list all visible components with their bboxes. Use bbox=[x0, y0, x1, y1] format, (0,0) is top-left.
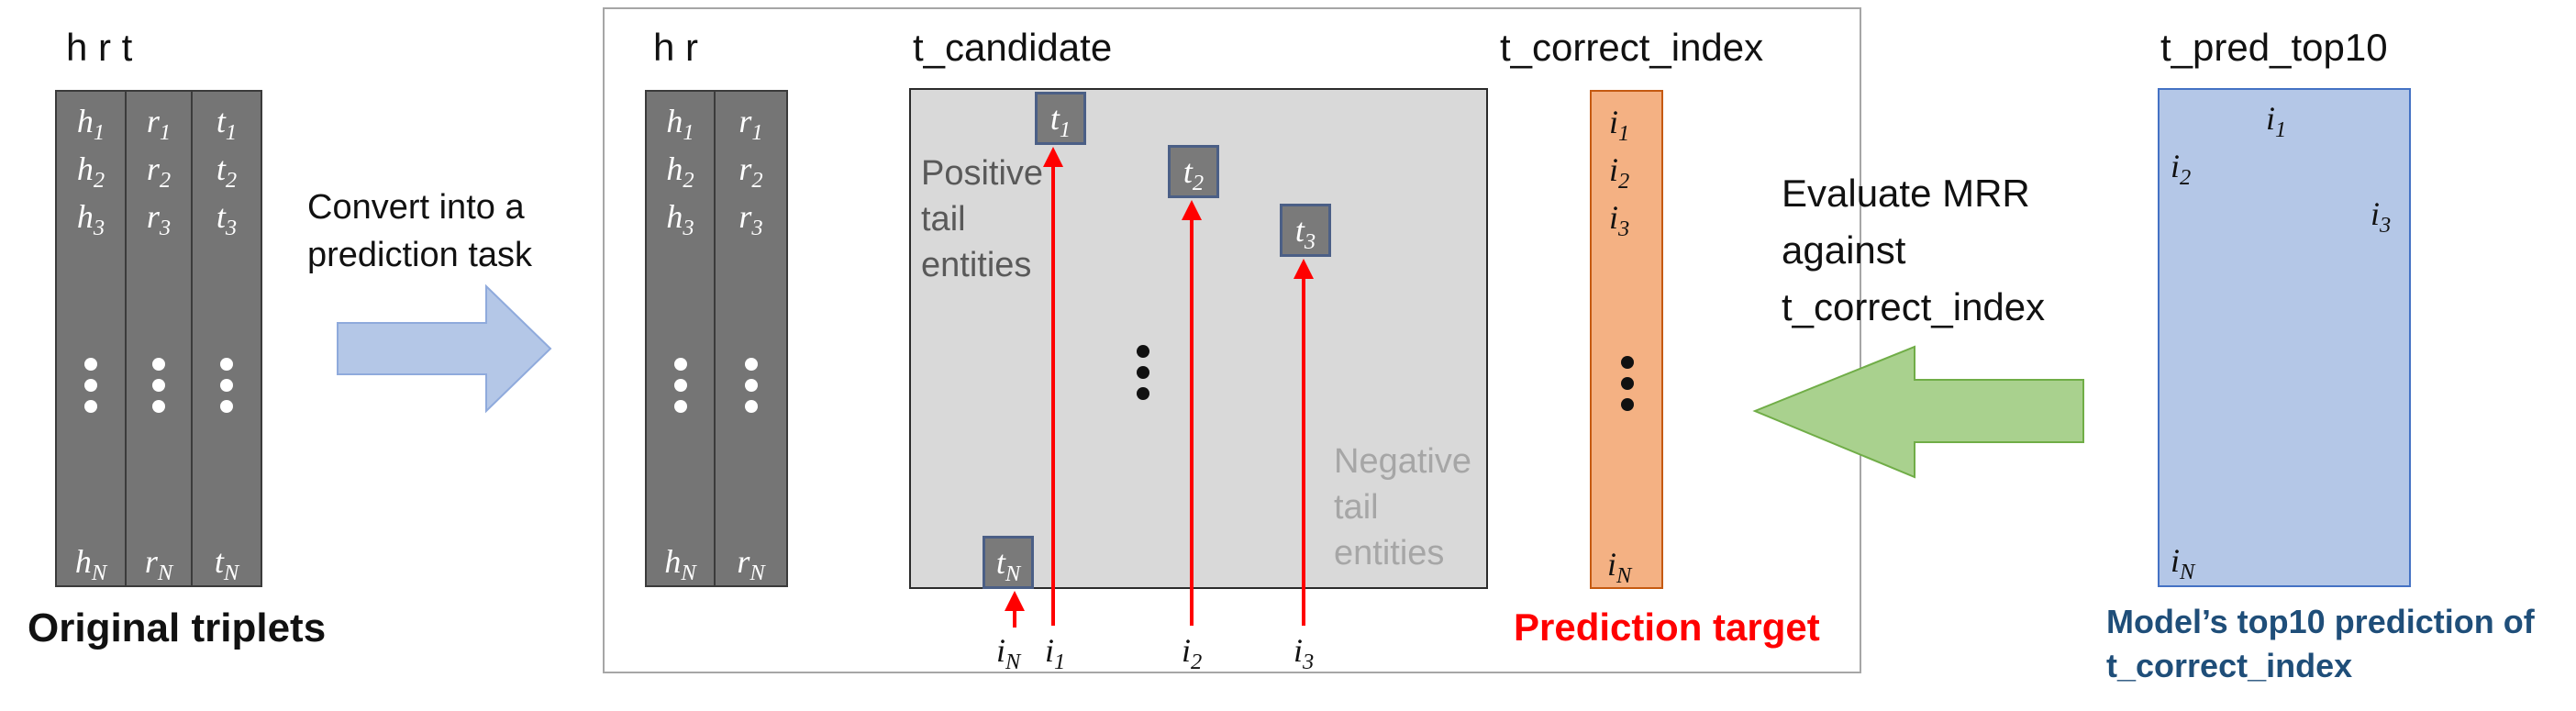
pred-caption-line: t_correct_index bbox=[2106, 647, 2353, 684]
index-label: i3 bbox=[1294, 632, 1315, 674]
ellipsis-dots bbox=[673, 358, 687, 421]
positive-tail-box: tN bbox=[983, 536, 1034, 589]
relation-cell: r1 bbox=[146, 103, 172, 145]
positive-tail-box: t2 bbox=[1168, 145, 1219, 198]
tail-cell: t2 bbox=[216, 150, 238, 193]
evaluate-caption-line: t_correct_index bbox=[1782, 285, 2046, 328]
index-label: iN bbox=[996, 632, 1021, 674]
relation-column: r1 r2 r3 rN bbox=[127, 92, 193, 585]
head-cell: h3 bbox=[666, 198, 694, 240]
correct-index-ellipsis bbox=[1621, 356, 1634, 419]
pred-top10-box bbox=[2158, 88, 2411, 587]
index-arrow-line bbox=[1302, 277, 1305, 626]
head-column: h1 h2 h3 hN bbox=[57, 92, 127, 585]
negative-tail-label: Negative tail entities bbox=[1334, 439, 1471, 576]
head-cell: h2 bbox=[76, 150, 105, 193]
index-label: i1 bbox=[1045, 632, 1066, 674]
correct-index-item: iN bbox=[1607, 546, 1632, 588]
head-cell: h2 bbox=[666, 150, 694, 193]
task-frame bbox=[603, 7, 1861, 673]
pred-item: i3 bbox=[2371, 195, 2392, 238]
index-arrow-line bbox=[1190, 218, 1194, 626]
relation-cell: r3 bbox=[146, 198, 172, 240]
index-arrow-head bbox=[1005, 591, 1025, 611]
head-cell: hN bbox=[74, 543, 107, 585]
head-cell: h3 bbox=[76, 198, 105, 240]
ellipsis-dots bbox=[84, 358, 97, 421]
evaluate-caption-line: Evaluate MRR bbox=[1782, 172, 2030, 215]
index-label: i2 bbox=[1182, 632, 1203, 674]
pred-caption: Model’s top10 prediction of t_correct_in… bbox=[2106, 600, 2535, 688]
pred-item: i1 bbox=[2266, 100, 2287, 142]
evaluate-arrow bbox=[1752, 345, 2084, 479]
prediction-target-label: Prediction target bbox=[1514, 605, 1820, 649]
relation-cell: r2 bbox=[738, 150, 763, 193]
negative-label-line: entities bbox=[1334, 534, 1445, 572]
index-arrow-line bbox=[1051, 165, 1055, 626]
negative-label-line: Negative bbox=[1334, 442, 1471, 481]
original-triplets-caption: Original triplets bbox=[28, 605, 327, 650]
index-arrow-head bbox=[1294, 259, 1314, 279]
candidate-ellipsis bbox=[1137, 345, 1149, 408]
correct-index-item: i2 bbox=[1609, 151, 1630, 194]
tail-cell: tN bbox=[214, 543, 239, 585]
relation-column: r1 r2 r3 rN bbox=[716, 92, 786, 585]
positive-label-line: Positive bbox=[921, 154, 1044, 193]
original-header: h r t bbox=[66, 26, 133, 69]
positive-label-line: entities bbox=[921, 246, 1032, 284]
convert-caption: Convert into a prediction task bbox=[307, 183, 532, 279]
head-cell: h1 bbox=[76, 103, 105, 145]
positive-tail-box: t3 bbox=[1280, 204, 1331, 257]
relation-cell: rN bbox=[737, 543, 765, 585]
convert-caption-line: Convert into a bbox=[307, 188, 525, 227]
head-cell: h1 bbox=[666, 103, 694, 145]
correct-index-item: i1 bbox=[1609, 104, 1630, 146]
negative-label-line: tail bbox=[1334, 488, 1379, 527]
correct-index-item: i3 bbox=[1609, 199, 1630, 241]
convert-arrow bbox=[337, 283, 552, 414]
head-cell: hN bbox=[664, 543, 696, 585]
ellipsis-dots bbox=[152, 358, 165, 421]
correct-index-column bbox=[1590, 90, 1663, 589]
ellipsis-dots bbox=[220, 358, 233, 421]
convert-caption-line: prediction task bbox=[307, 236, 533, 274]
tail-column: t1 t2 t3 tN bbox=[193, 92, 261, 585]
original-triplets-table: h1 h2 h3 hN r1 r2 r3 rN t1 t2 t3 tN bbox=[55, 90, 262, 587]
relation-cell: r1 bbox=[738, 103, 763, 145]
evaluate-caption-line: against bbox=[1782, 228, 1906, 272]
index-arrow-head bbox=[1182, 200, 1202, 220]
pred-item: i2 bbox=[2171, 148, 2192, 190]
positive-tail-box: t1 bbox=[1035, 92, 1086, 145]
hr-table: h1 h2 h3 hN r1 r2 r3 rN bbox=[645, 90, 788, 587]
pred-item: iN bbox=[2171, 542, 2195, 584]
candidate-header: t_candidate bbox=[913, 26, 1113, 69]
ellipsis-dots bbox=[744, 358, 758, 421]
tail-cell: t1 bbox=[216, 103, 238, 145]
positive-label-line: tail bbox=[921, 200, 966, 239]
correct-index-header: t_correct_index bbox=[1500, 26, 1764, 69]
relation-cell: r2 bbox=[146, 150, 172, 193]
index-arrow-line bbox=[1013, 609, 1016, 628]
hr-header: h r bbox=[653, 26, 699, 69]
evaluate-caption: Evaluate MRR against t_correct_index bbox=[1782, 165, 2045, 336]
relation-cell: rN bbox=[144, 543, 173, 585]
index-arrow-head bbox=[1043, 147, 1063, 167]
relation-cell: r3 bbox=[738, 198, 763, 240]
head-column: h1 h2 h3 hN bbox=[647, 92, 716, 585]
pred-caption-line: Model’s top10 prediction of bbox=[2106, 603, 2535, 640]
positive-tail-label: Positive tail entities bbox=[921, 150, 1043, 288]
pred-header: t_pred_top10 bbox=[2160, 26, 2388, 69]
tail-cell: t3 bbox=[216, 198, 238, 240]
